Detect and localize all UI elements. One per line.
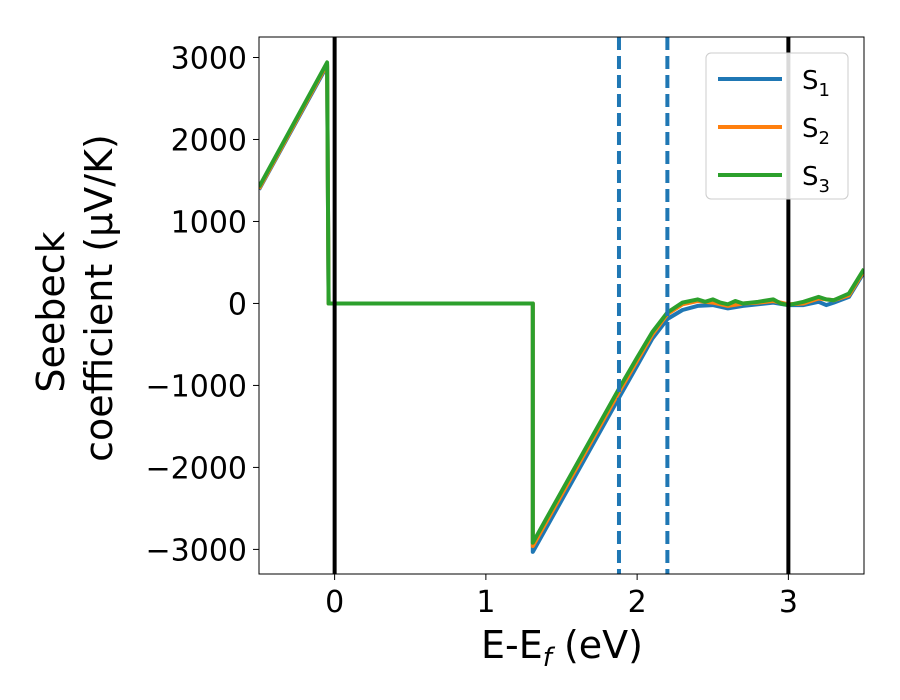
y-tick-label: 3000 [171,41,247,76]
x-tick-label: 1 [476,585,495,620]
y-tick-label: −1000 [146,369,247,404]
x-tick-label: 2 [628,585,647,620]
y-tick-label: −3000 [146,533,247,568]
y-tick-label: 0 [228,287,247,322]
legend-label-s2: S2 [802,114,830,149]
axes-frame [258,36,865,575]
legend-label-s1: S1 [802,66,830,101]
y-tick-label: 1000 [171,205,247,240]
y-axis-label-line2: coefficient (μV/K) [77,134,121,462]
y-axis-label-line1: Seebeck [29,231,73,392]
plot-area [259,37,864,574]
legend-label-s3: S3 [802,162,830,197]
y-tick-label: 2000 [171,123,247,158]
plot-clip-group [259,37,864,574]
y-tick-label: −2000 [146,451,247,486]
x-tick-label: 0 [325,585,344,620]
x-axis-label: E-Ef (eV) [481,623,643,673]
x-tick-label: 3 [779,585,798,620]
axes: 0 1 2 3 3000 2000 1000 0 −1000 −2000 −3000 [146,36,865,620]
series-line-s3 [259,60,864,545]
legend: S1 S2 S3 [705,52,849,200]
